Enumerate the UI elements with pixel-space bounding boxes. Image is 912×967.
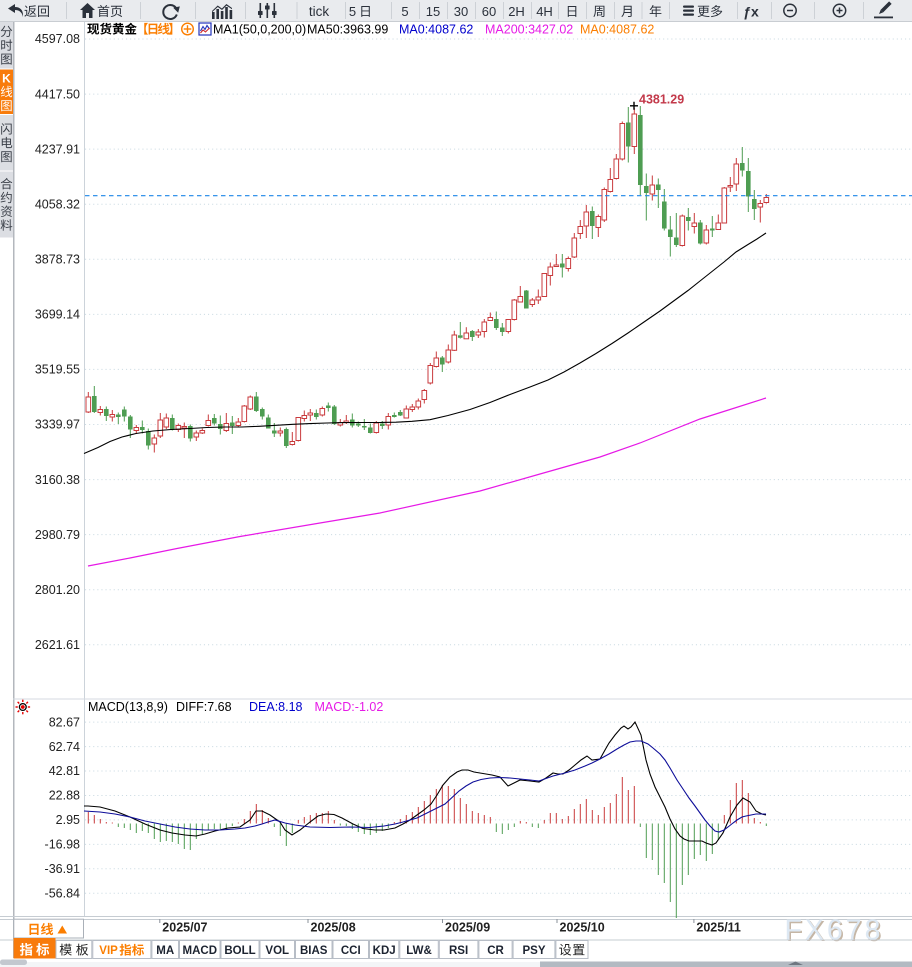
svg-text:82.67: 82.67 xyxy=(49,715,80,729)
svg-text:MA1(50,0,200,0): MA1(50,0,200,0) xyxy=(213,23,306,37)
svg-text:FX678: FX678 xyxy=(785,915,884,947)
svg-text:DIFF:7.68: DIFF:7.68 xyxy=(176,700,232,714)
svg-text:3160.38: 3160.38 xyxy=(35,473,80,487)
svg-text:3878.73: 3878.73 xyxy=(35,252,80,266)
svg-text:CR: CR xyxy=(487,945,504,957)
svg-text:2980.79: 2980.79 xyxy=(35,528,80,542)
svg-text:CCI: CCI xyxy=(341,945,361,957)
svg-text:-36.91: -36.91 xyxy=(45,862,80,876)
svg-text:2801.20: 2801.20 xyxy=(35,583,80,597)
svg-text:4H: 4H xyxy=(536,4,553,19)
svg-text:VIP: VIP xyxy=(99,945,118,957)
svg-text:KDJ: KDJ xyxy=(373,945,396,957)
svg-text:MACD: MACD xyxy=(183,945,218,957)
svg-text:2H: 2H xyxy=(508,4,525,19)
svg-text:3699.14: 3699.14 xyxy=(35,308,80,322)
svg-text:2025/10: 2025/10 xyxy=(560,921,605,935)
svg-text:RSI: RSI xyxy=(449,945,468,957)
svg-text:2621.61: 2621.61 xyxy=(35,638,80,652)
svg-text:5: 5 xyxy=(349,4,356,19)
svg-text:60: 60 xyxy=(482,4,496,19)
svg-text:MA200:3427.02: MA200:3427.02 xyxy=(485,23,573,37)
svg-text:ƒx: ƒx xyxy=(743,4,759,20)
svg-text:3519.55: 3519.55 xyxy=(35,363,80,377)
svg-text:2025/09: 2025/09 xyxy=(445,921,490,935)
svg-text:2025/11: 2025/11 xyxy=(696,921,741,935)
svg-text:BOLL: BOLL xyxy=(224,945,255,957)
svg-text:MA0:4087.62: MA0:4087.62 xyxy=(399,23,473,37)
svg-text:-56.84: -56.84 xyxy=(45,886,80,900)
svg-text:22.88: 22.88 xyxy=(49,789,80,803)
svg-text:PSY: PSY xyxy=(522,945,545,957)
svg-text:DEA:8.18: DEA:8.18 xyxy=(249,700,303,714)
svg-text:LW&: LW& xyxy=(406,945,432,957)
svg-text:MACD:-1.02: MACD:-1.02 xyxy=(315,700,384,714)
svg-text:4237.91: 4237.91 xyxy=(35,142,80,156)
svg-text:4417.50: 4417.50 xyxy=(35,87,80,101)
svg-text:62.74: 62.74 xyxy=(49,740,80,754)
svg-text:MACD(13,8,9): MACD(13,8,9) xyxy=(88,700,168,714)
svg-text:5: 5 xyxy=(401,4,408,19)
svg-text:2025/08: 2025/08 xyxy=(311,921,356,935)
svg-text:4597.08: 4597.08 xyxy=(35,32,80,46)
svg-text:MA: MA xyxy=(156,945,174,957)
svg-text:42.81: 42.81 xyxy=(49,764,80,778)
svg-text:MA50:3963.99: MA50:3963.99 xyxy=(307,23,388,37)
svg-text:4058.32: 4058.32 xyxy=(35,197,80,211)
svg-text:3339.97: 3339.97 xyxy=(35,418,80,432)
svg-text:VOL: VOL xyxy=(265,945,289,957)
svg-text:K: K xyxy=(2,72,11,86)
svg-text:FX678: FX678 xyxy=(786,916,885,948)
svg-text:2.95: 2.95 xyxy=(56,813,80,827)
svg-text:BIAS: BIAS xyxy=(300,945,328,957)
svg-text:tick: tick xyxy=(309,4,330,19)
svg-text:4381.29: 4381.29 xyxy=(639,93,684,107)
svg-text:MA0:4087.62: MA0:4087.62 xyxy=(580,23,654,37)
svg-text:-16.98: -16.98 xyxy=(45,838,80,852)
svg-text:30: 30 xyxy=(454,4,468,19)
svg-text:15: 15 xyxy=(426,4,440,19)
svg-text:2025/07: 2025/07 xyxy=(162,921,207,935)
